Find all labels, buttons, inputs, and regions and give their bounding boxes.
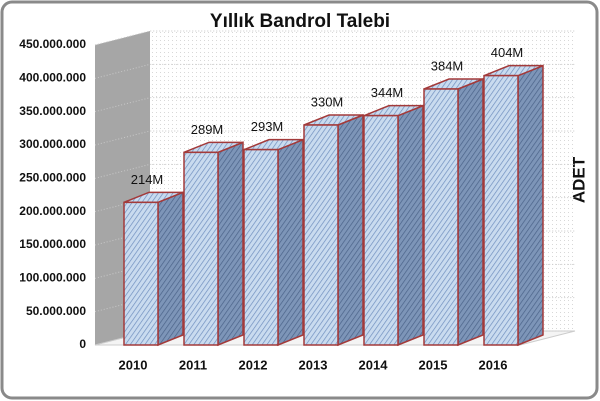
bar-face (303, 124, 339, 346)
bar-face (337, 113, 364, 347)
y-tick-label: 400.000.000 (19, 71, 86, 85)
grid-line (94, 97, 575, 113)
y-tick-label: 300.000.000 (19, 137, 86, 151)
x-tick-label: 2011 (179, 357, 207, 372)
chart-title: Yıllık Bandrol Talebi (210, 11, 390, 32)
y-tick-label: 350.000.000 (19, 104, 86, 118)
bar-face (217, 141, 244, 347)
value-label: 214M (131, 172, 164, 187)
value-label: 404M (491, 45, 524, 60)
value-label: 289M (191, 122, 224, 137)
bar-face (517, 64, 544, 347)
value-label: 344M (371, 85, 404, 100)
bar (303, 113, 364, 347)
y-tick-label: 250.000.000 (19, 171, 86, 185)
bar-face (183, 151, 219, 346)
bar-face (397, 104, 424, 347)
grid-line (94, 330, 575, 346)
grid-line (94, 297, 575, 313)
x-tick-label: 2013 (299, 357, 328, 372)
bar-face (277, 138, 304, 347)
x-tick-label: 2015 (419, 357, 448, 372)
bar (183, 141, 244, 347)
y-tick-label: 50.000.000 (26, 304, 86, 318)
bar-face (363, 114, 399, 346)
x-tick-label: 2010 (119, 357, 148, 372)
grid-line (94, 63, 575, 79)
bar (363, 104, 424, 347)
value-label: 293M (251, 119, 284, 134)
bar-face (123, 201, 159, 346)
bar-face (423, 88, 459, 346)
grid-line (94, 230, 575, 246)
y-tick-label: 200.000.000 (19, 204, 86, 218)
y-tick-label: 0 (79, 337, 86, 351)
y-tick-label: 150.000.000 (19, 237, 86, 251)
grid-line (94, 130, 575, 146)
x-tick-label: 2014 (359, 357, 389, 372)
bar-face (483, 74, 519, 346)
x-tick-label: 2016 (479, 357, 508, 372)
bar-face (243, 148, 279, 346)
value-label: 384M (431, 58, 464, 73)
grid-line (94, 30, 575, 46)
bar (483, 64, 544, 347)
bar (243, 138, 304, 347)
bar-face (457, 77, 484, 347)
bar (123, 191, 184, 347)
grid-line (94, 163, 575, 179)
y-tick-label: 100.000.000 (19, 271, 86, 285)
y-axis-label: ADET (569, 156, 588, 203)
bar (423, 77, 484, 347)
bar-face (157, 191, 184, 347)
grid-line (94, 263, 575, 279)
value-label: 330M (311, 94, 344, 109)
y-tick-label: 450.000.000 (19, 37, 86, 51)
grid-line (94, 197, 575, 213)
x-tick-label: 2012 (239, 357, 268, 372)
